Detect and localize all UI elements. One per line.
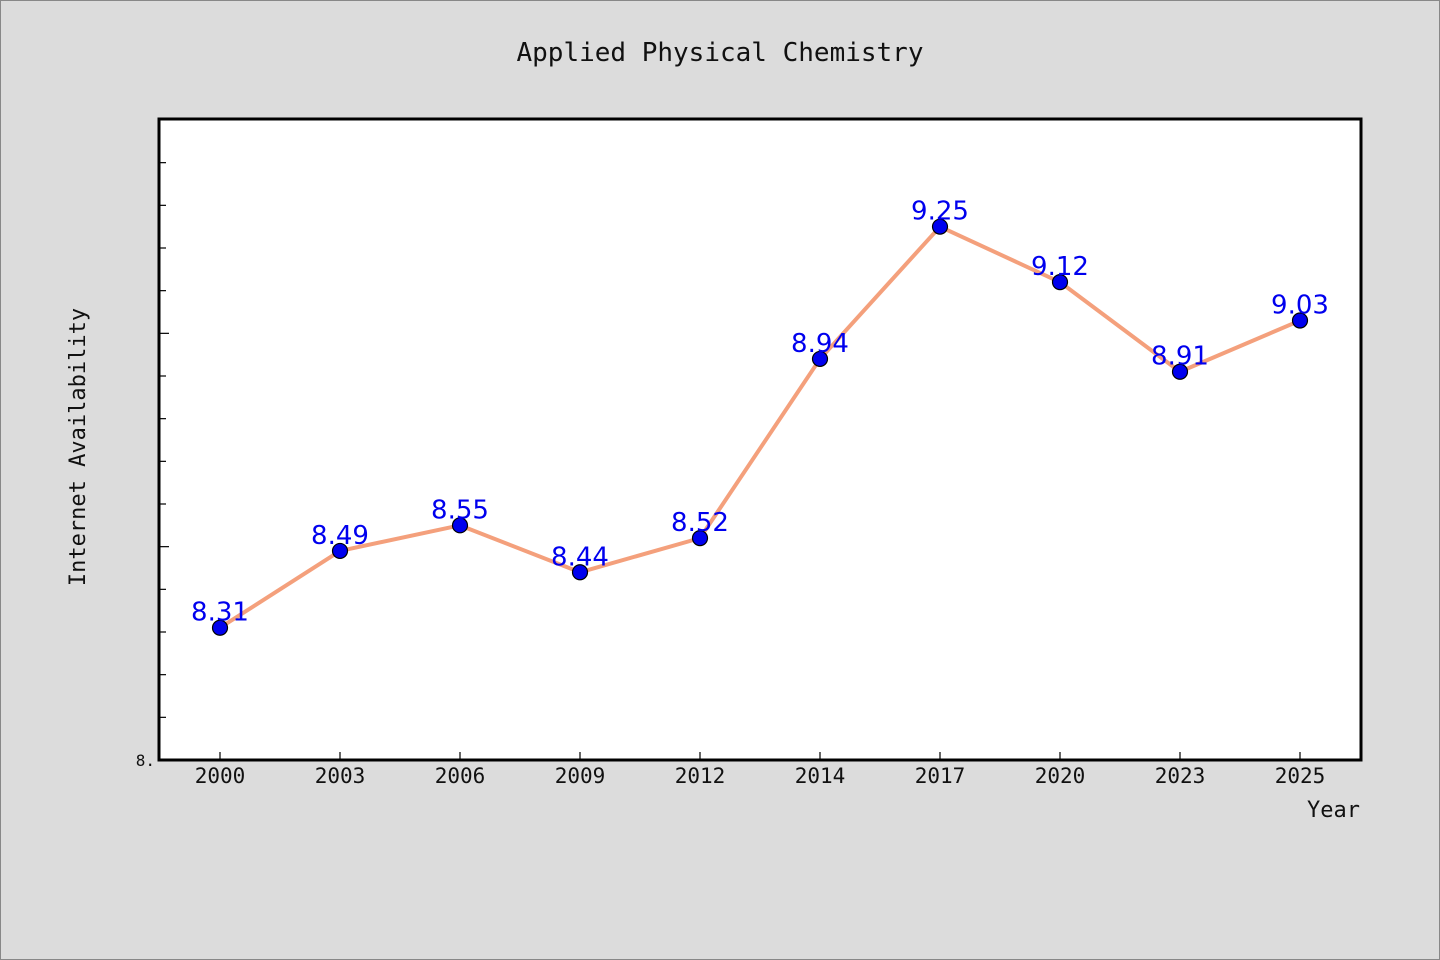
x-tick-label: 2014 (795, 764, 846, 788)
x-tick-label: 2017 (915, 764, 966, 788)
x-tick-label: 2012 (675, 764, 726, 788)
data-label: 8.91 (1151, 342, 1209, 372)
data-label: 9.25 (911, 197, 969, 227)
y-axis-ticks (159, 162, 169, 718)
data-label: 8.94 (791, 329, 849, 359)
x-tick-label: 2003 (315, 764, 366, 788)
series-layer: 8.31 8.49 8.55 8.44 8.52 8.94 9.25 9.12 8.91 9.03 (191, 197, 1329, 636)
data-point (811, 350, 829, 368)
data-label: 9.03 (1271, 291, 1329, 321)
data-label: 8.52 (671, 508, 729, 538)
x-tick-label: 2020 (1035, 764, 1086, 788)
data-label: 9.12 (1031, 252, 1089, 282)
series-line (218, 224, 1302, 630)
data-point (1291, 312, 1309, 329)
data-point (211, 619, 229, 636)
data-point (1171, 363, 1189, 380)
x-axis-ticks: 2000 2003 2006 2009 2012 2014 2017 2020 2023 2025 (195, 752, 1326, 788)
data-label: 8.44 (551, 542, 609, 572)
x-tick-label: 2025 (1275, 764, 1326, 788)
x-tick-label: 2009 (555, 764, 606, 788)
x-tick-label: 2006 (435, 764, 486, 788)
data-point (331, 542, 349, 560)
data-point (451, 517, 469, 534)
y-tick-label: 8. (136, 751, 155, 770)
x-tick-label: 2000 (195, 764, 246, 788)
x-axis-label: Year (1307, 798, 1360, 823)
data-label: 8.49 (311, 521, 369, 551)
data-label: 8.31 (191, 598, 249, 628)
data-point (571, 564, 589, 581)
chart-title: Applied Physical Chemistry (517, 38, 924, 68)
x-tick-label: 2023 (1155, 764, 1206, 788)
data-point (691, 530, 709, 547)
data-point (1051, 274, 1069, 291)
plot-area (157, 117, 1363, 762)
y-axis-label: Internet Availability (66, 308, 91, 586)
data-label: 8.55 (431, 495, 489, 525)
data-point (931, 218, 949, 235)
